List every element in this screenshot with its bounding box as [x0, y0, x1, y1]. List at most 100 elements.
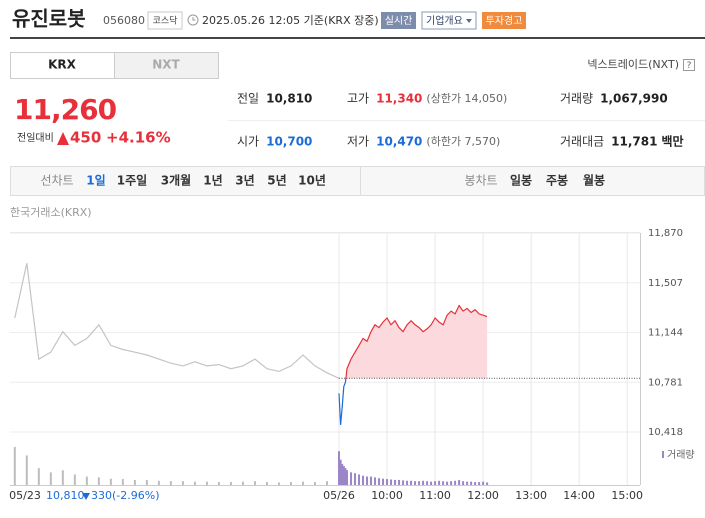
volume-bar [394, 479, 397, 485]
realtime-badge[interactable] [381, 12, 416, 29]
stat-label: 고가 [347, 92, 369, 106]
volume-bar [241, 481, 244, 485]
volume-bar [301, 481, 304, 485]
period-button[interactable]: 1년 [203, 174, 222, 188]
volume-bar [109, 478, 112, 485]
volume-bar [339, 459, 342, 485]
price-line [14, 263, 340, 379]
stat-unit: 백만 [661, 134, 683, 149]
volume-bar [358, 474, 361, 485]
price-line [338, 304, 488, 425]
volume-bar [398, 479, 401, 485]
change-value: 450 [70, 129, 101, 147]
volume-bar [414, 481, 417, 485]
stat-label: 저가 [347, 135, 369, 149]
up-triangle [57, 132, 69, 145]
volume-bar [326, 481, 329, 485]
volume-bar [466, 481, 469, 485]
volume-bar [133, 479, 136, 485]
down-triangle [82, 493, 90, 500]
market-label: 코스닥 [153, 16, 178, 27]
overview-label: 기업개요 [426, 14, 463, 27]
realtime-label: 실시간 [385, 15, 413, 27]
period-button[interactable]: 3개월 [161, 173, 191, 188]
prev-change: 330 [91, 489, 112, 502]
x-tick-label: 14:00 [563, 489, 595, 502]
stock-name: 유진로봇 [12, 7, 86, 31]
volume-bar [193, 481, 196, 485]
period-button[interactable]: 10년 [298, 174, 326, 188]
volume-bar [157, 480, 160, 485]
volume-bar [434, 481, 437, 485]
period-button[interactable]: 3년 [235, 174, 254, 188]
y-tick-label: 10,781 [648, 377, 683, 388]
stat-note: (하한가 7,570) [426, 134, 500, 148]
period-button[interactable]: 월봉 [583, 173, 605, 188]
volume-bar [342, 466, 345, 485]
x-tick-label: 10:00 [371, 489, 403, 502]
source-label: 한국거래소(KRX) [10, 206, 92, 219]
volume-bar [442, 481, 445, 485]
period-bar [10, 166, 705, 196]
warning-badge [482, 12, 526, 29]
volume-bar [426, 481, 429, 485]
area-fill [339, 305, 488, 425]
clock-hand [192, 17, 196, 21]
volume-bar [474, 482, 477, 485]
volume-bar [378, 478, 381, 485]
volume-bar [458, 479, 461, 485]
prev-close: 10,810 [46, 489, 85, 502]
stat-value: 11,340 [376, 92, 422, 106]
market-badge [147, 11, 183, 30]
volume-bar [386, 479, 389, 485]
volume-bar [430, 481, 433, 485]
x-tick-label: 11:00 [419, 489, 451, 502]
tab-nxt[interactable] [114, 52, 219, 79]
y-tick-label: 11,870 [648, 228, 683, 239]
period-button[interactable]: 5년 [267, 174, 286, 188]
volume-bar [253, 481, 256, 485]
period-button[interactable]: 1주일 [117, 174, 147, 188]
volume-legend-mark [662, 451, 664, 458]
volume-bar [265, 482, 268, 485]
volume-bar [145, 479, 148, 485]
stat-value: 1,067,990 [600, 92, 668, 106]
x-tick-label: 05/23 [9, 489, 41, 502]
dropdown-arrow [466, 19, 472, 23]
help-box[interactable] [683, 59, 695, 71]
volume-bar [229, 482, 232, 485]
tab-krx[interactable] [10, 52, 115, 79]
volume-bar [205, 481, 208, 485]
nxt-link[interactable]: 넥스트레이드(NXT) [587, 58, 679, 71]
volume-bar [73, 474, 76, 485]
period-button[interactable]: 주봉 [546, 174, 568, 188]
y-tick-label: 11,144 [648, 328, 683, 339]
period-button[interactable]: 1일 [86, 174, 105, 188]
volume-bar [313, 482, 316, 485]
x-tick-label: 05/26 [323, 489, 355, 502]
volume-bar [289, 482, 292, 485]
volume-bar [49, 472, 52, 485]
overview-button[interactable] [421, 11, 477, 30]
volume-bar [486, 482, 489, 485]
line-chart-label: 선차트 [40, 174, 73, 188]
volume-bar [446, 481, 449, 485]
clock-icon [187, 14, 199, 26]
volume-bar [341, 463, 344, 485]
change-label: 전일대비 [17, 132, 54, 144]
period-button[interactable]: 일봉 [510, 174, 532, 188]
volume-bar [61, 470, 64, 485]
stock-code: 056080 [103, 14, 145, 27]
timestamp: 2025.05.26 12:05 기준(KRX 장중) [202, 14, 379, 27]
volume-bar [438, 480, 441, 485]
volume-bar [374, 477, 377, 485]
volume-bar [418, 481, 421, 485]
stat-value: 11,781 [611, 135, 657, 149]
stat-note: (상한가 14,050) [426, 92, 507, 105]
volume-bar [344, 468, 347, 485]
help-icon: ? [687, 61, 692, 71]
volume-bar [37, 468, 40, 485]
volume-legend: 거래량 [667, 449, 695, 461]
volume-bar [169, 481, 172, 485]
